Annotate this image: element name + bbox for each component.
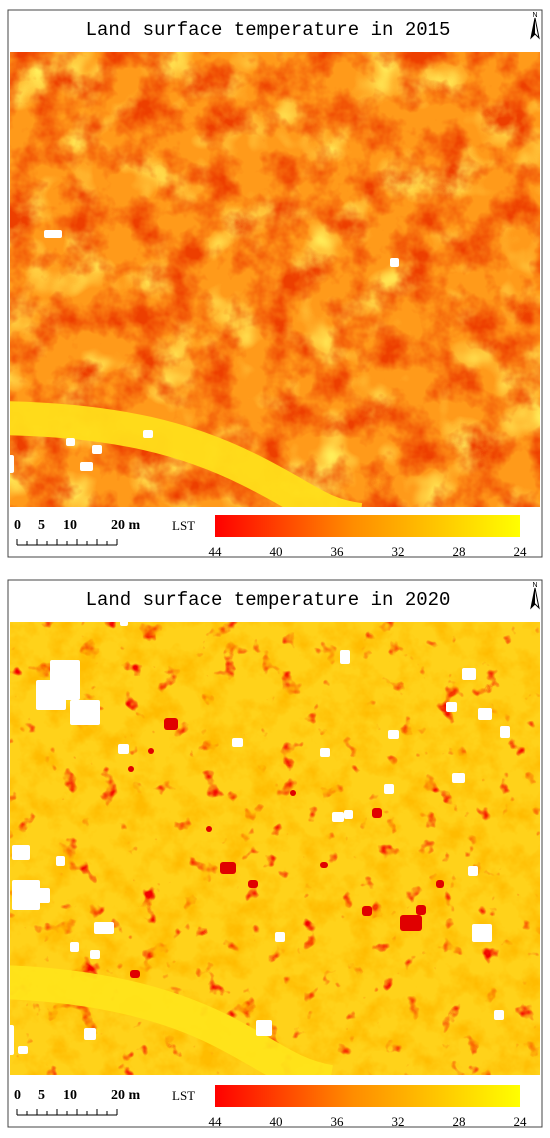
title: Land surface temperature in 2015 <box>86 19 451 41</box>
legend-tick-label: 40 <box>270 1114 283 1129</box>
no-data <box>118 744 129 754</box>
no-data <box>66 438 75 446</box>
no-data <box>56 856 65 866</box>
map-panel: Land surface temperature in 2020 N 0 5 10 20 … <box>7 579 543 1129</box>
no-data <box>10 455 14 473</box>
scale-label: 0 <box>14 1088 21 1103</box>
no-data <box>70 942 79 952</box>
no-data <box>84 1028 96 1040</box>
panel-border <box>7 9 543 558</box>
no-data <box>12 845 30 860</box>
legend-tick-label: 24 <box>514 1114 528 1129</box>
legend-tick-label: 36 <box>331 544 345 559</box>
no-data <box>320 748 330 757</box>
no-data <box>18 1046 28 1054</box>
no-data <box>340 650 350 664</box>
hot-spot <box>148 748 154 754</box>
no-data <box>70 700 100 725</box>
no-data <box>452 773 465 783</box>
no-data <box>390 258 399 267</box>
legend-tick-label: 32 <box>392 544 405 559</box>
no-data <box>275 932 285 942</box>
no-data <box>94 922 114 934</box>
river <box>10 401 363 507</box>
no-data <box>500 726 510 738</box>
no-data <box>232 738 243 747</box>
colorbar <box>215 515 520 537</box>
title: Land surface temperature in 2020 <box>86 589 451 611</box>
scale-label: 5 <box>38 1088 45 1103</box>
legend-tick-label: 28 <box>453 1114 466 1129</box>
legend-label: LST <box>172 1088 195 1103</box>
legend-tick-label: 44 <box>209 544 223 559</box>
no-data <box>120 622 128 626</box>
no-data <box>494 1010 504 1020</box>
scale-label: 5 <box>38 518 45 533</box>
no-data <box>344 810 353 819</box>
hot-spot <box>372 808 382 818</box>
hot-spot <box>130 970 140 978</box>
panel-border <box>7 579 543 1128</box>
no-data <box>90 950 100 959</box>
scale-label: 10 <box>63 1088 77 1103</box>
scale-label: 10 <box>63 518 77 533</box>
hot-spot <box>248 880 258 888</box>
no-data <box>478 708 492 720</box>
legend-tick-label: 36 <box>331 1114 345 1129</box>
no-data <box>80 462 93 471</box>
map-image <box>10 52 540 507</box>
no-data <box>384 784 394 794</box>
north-label: N <box>532 582 537 589</box>
no-data <box>468 866 478 876</box>
hot-spot <box>164 718 178 730</box>
no-data <box>256 1020 272 1036</box>
scale-label: 20 m <box>111 518 141 533</box>
legend-tick-label: 28 <box>453 544 466 559</box>
no-data <box>332 812 344 822</box>
hot-spot <box>220 862 236 874</box>
scale-label: 20 m <box>111 1088 141 1103</box>
hot-spot <box>128 766 134 772</box>
no-data <box>92 445 102 454</box>
no-data <box>472 924 492 942</box>
hot-spot <box>206 826 212 832</box>
no-data <box>143 430 153 438</box>
no-data <box>36 680 66 710</box>
hot-spot <box>362 906 372 916</box>
river <box>10 965 334 1075</box>
hot-spot <box>436 880 444 888</box>
legend-tick-label: 44 <box>209 1114 223 1129</box>
legend-tick-label: 40 <box>270 544 283 559</box>
north-label: N <box>532 12 537 19</box>
hot-spot <box>400 915 422 931</box>
hot-spot <box>320 862 328 868</box>
north-arrow-fill <box>531 18 535 38</box>
map-panel: Land surface temperature in 2015 N 0 5 10 20 … <box>7 9 543 559</box>
scale-label: 0 <box>14 518 21 533</box>
no-data <box>30 888 50 903</box>
no-data <box>388 730 399 739</box>
legend-tick-label: 32 <box>392 1114 405 1129</box>
north-arrow-fill <box>531 588 535 608</box>
no-data <box>462 668 476 680</box>
no-data <box>10 1025 14 1055</box>
no-data <box>446 702 457 712</box>
hot-spot <box>290 790 296 796</box>
hot-spot <box>416 905 426 915</box>
colorbar <box>215 1085 520 1107</box>
legend-label: LST <box>172 518 195 533</box>
map-image <box>10 622 540 1075</box>
legend-tick-label: 24 <box>514 544 528 559</box>
no-data <box>44 230 62 238</box>
